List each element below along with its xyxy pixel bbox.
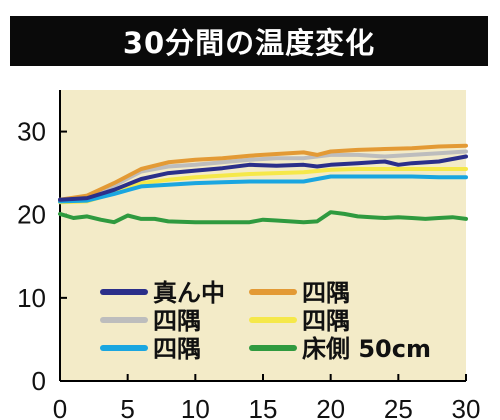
legend-label-3: 四隅 [302, 279, 350, 307]
y-tick-label: 0 [32, 366, 46, 396]
x-tick-label: 5 [120, 394, 134, 420]
series-line-3 [58, 143, 468, 202]
y-tick-label: 20 [17, 200, 46, 230]
x-tick-label: 0 [53, 394, 67, 420]
series-line-1 [58, 149, 468, 202]
y-tick-label: 30 [17, 117, 46, 147]
legend-label-2: 四隅 [153, 335, 201, 363]
x-tick-label: 25 [384, 394, 413, 420]
series-line-5 [58, 210, 468, 225]
legend-label-4: 四隅 [302, 307, 350, 335]
series-line-0 [58, 154, 468, 202]
legend-label-5: 床側 50cm [302, 335, 431, 363]
series-line-2 [58, 174, 468, 204]
chart-title: 30分間の温度変化 [122, 26, 376, 60]
plot-area [60, 90, 466, 381]
x-tick-label: 20 [316, 394, 345, 420]
x-tick-label: 15 [249, 394, 278, 420]
y-tick-label: 10 [17, 283, 46, 313]
legend-label-0: 真ん中 [153, 279, 225, 307]
x-tick-label: 30 [452, 394, 481, 420]
legend-label-1: 四隅 [153, 307, 201, 335]
x-tick-label: 10 [181, 394, 210, 420]
chart-title-bar: 30分間の温度変化 [10, 16, 488, 66]
